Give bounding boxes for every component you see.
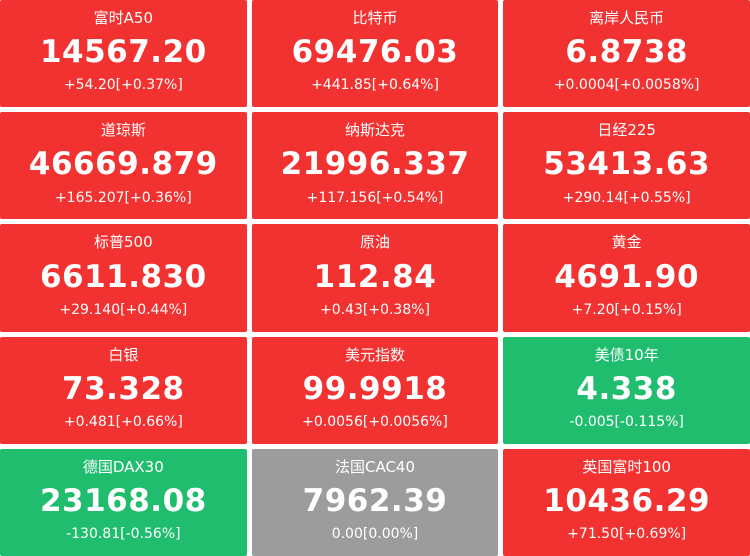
tile-title: 法国CAC40 xyxy=(334,457,416,476)
market-tile[interactable]: 白银 73.328 +0.481[+0.66%] xyxy=(0,336,247,444)
tile-change: +29.140[+0.44%] xyxy=(59,301,188,318)
tile-change: +7.20[+0.15%] xyxy=(571,301,682,318)
tile-title: 比特币 xyxy=(352,9,398,27)
tile-value: 4.338 xyxy=(576,370,677,407)
tile-title: 白银 xyxy=(108,345,139,364)
tile-change: +117.156[+0.54%] xyxy=(306,189,444,206)
tile-change: +71.50[+0.69%] xyxy=(567,526,687,543)
tile-change: +0.0056[+0.0056%] xyxy=(302,414,448,430)
tile-title: 美元指数 xyxy=(344,345,405,364)
tile-value: 73.328 xyxy=(62,370,185,407)
tile-title: 美债10年 xyxy=(594,345,659,364)
tile-value: 10436.29 xyxy=(543,482,711,519)
tile-change: +165.207[+0.36%] xyxy=(54,189,192,206)
tile-value: 69476.03 xyxy=(291,34,459,71)
tile-value: 53413.63 xyxy=(543,146,711,183)
market-tile[interactable]: 原油 112.84 +0.43[+0.38%] xyxy=(251,224,499,332)
tile-change: +0.0004[+0.0058%] xyxy=(553,77,700,94)
tile-title: 离岸人民币 xyxy=(589,9,665,27)
tile-change: -130.81[-0.56%] xyxy=(66,526,181,543)
market-tile[interactable]: 纳斯达克 21996.337 +117.156[+0.54%] xyxy=(251,112,499,220)
market-tile[interactable]: 黄金 4691.90 +7.20[+0.15%] xyxy=(503,224,750,332)
market-tile[interactable]: 富时A50 14567.20 +54.20[+0.37%] xyxy=(0,0,247,108)
market-tile[interactable]: 道琼斯 46669.879 +165.207[+0.36%] xyxy=(0,112,247,220)
tile-value: 23168.08 xyxy=(39,482,207,519)
tile-value: 46669.879 xyxy=(28,146,218,183)
market-tile[interactable]: 比特币 69476.03 +441.85[+0.64%] xyxy=(251,0,499,108)
tile-title: 德国DAX30 xyxy=(82,457,164,476)
tile-title: 富时A50 xyxy=(93,9,153,27)
tile-title: 英国富时100 xyxy=(582,457,671,476)
tile-change: +290.14[+0.55%] xyxy=(562,189,691,206)
market-tile[interactable]: 英国富时100 10436.29 +71.50[+0.69%] xyxy=(503,448,750,556)
tile-value: 21996.337 xyxy=(280,146,470,183)
market-tile[interactable]: 标普500 6611.830 +29.140[+0.44%] xyxy=(0,224,247,332)
market-tile[interactable]: 法国CAC40 7962.39 0.00[0.00%] xyxy=(251,448,499,556)
tile-value: 6.8738 xyxy=(565,34,688,71)
tile-change: +0.43[+0.38%] xyxy=(319,301,430,318)
market-tile[interactable]: 日经225 53413.63 +290.14[+0.55%] xyxy=(503,112,750,220)
market-tile[interactable]: 德国DAX30 23168.08 -130.81[-0.56%] xyxy=(0,448,247,556)
tile-change: +441.85[+0.64%] xyxy=(311,77,439,94)
tile-title: 日经225 xyxy=(597,121,656,140)
tile-title: 原油 xyxy=(359,233,390,252)
tile-change: +54.20[+0.37%] xyxy=(63,77,183,94)
tile-title: 黄金 xyxy=(611,233,642,252)
tile-value: 7962.39 xyxy=(302,482,448,519)
tile-title: 纳斯达克 xyxy=(344,121,405,140)
tile-value: 4691.90 xyxy=(554,258,700,295)
market-tile[interactable]: 美债10年 4.338 -0.005[-0.115%] xyxy=(503,336,750,444)
tile-value: 14567.20 xyxy=(39,34,207,71)
tile-change: -0.005[-0.115%] xyxy=(569,414,684,430)
market-tile[interactable]: 美元指数 99.9918 +0.0056[+0.0056%] xyxy=(251,336,499,444)
tile-change: +0.481[+0.66%] xyxy=(63,414,183,430)
tile-title: 标普500 xyxy=(94,233,153,252)
tile-value: 99.9918 xyxy=(302,370,448,407)
tile-change: 0.00[0.00%] xyxy=(331,526,419,543)
tile-title: 道琼斯 xyxy=(100,121,146,140)
market-tile[interactable]: 离岸人民币 6.8738 +0.0004[+0.0058%] xyxy=(503,0,750,108)
tile-value: 112.84 xyxy=(313,258,437,295)
tile-value: 6611.830 xyxy=(39,258,207,295)
